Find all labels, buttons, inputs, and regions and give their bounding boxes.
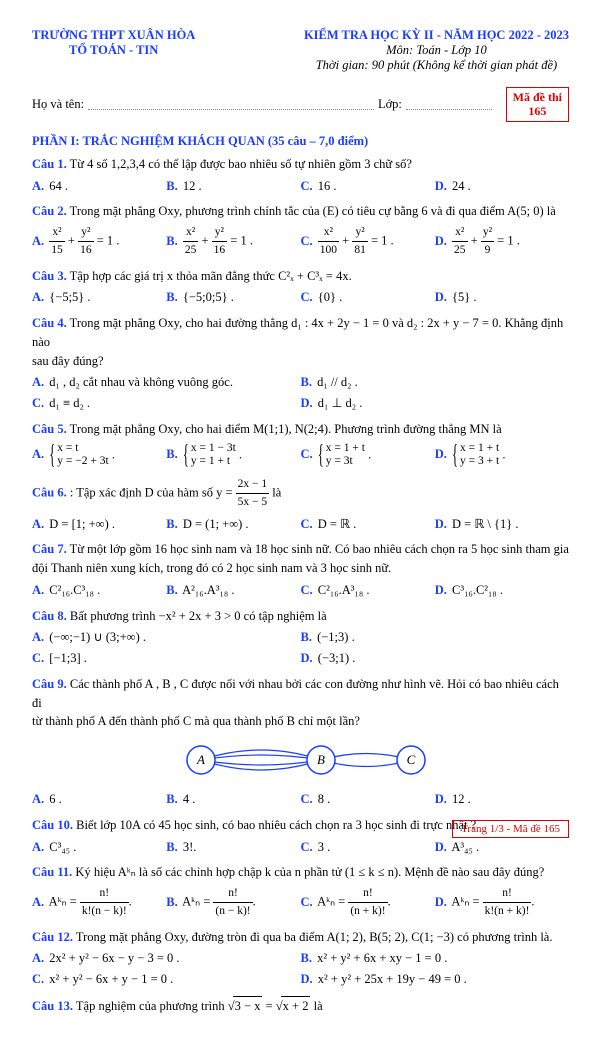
- q-num: Câu 8.: [32, 609, 67, 623]
- section-title: PHẦN I: TRẮC NGHIỆM KHÁCH QUAN (35 câu –…: [32, 134, 569, 149]
- graph-abc: A B C: [151, 735, 451, 785]
- opt-text: x² + y² + 6x + xy − 1 = 0 .: [317, 951, 447, 965]
- opt-text: C³₁₆.C²₁₈ .: [452, 583, 503, 597]
- opt-text: d₁ , d₂ cắt nhau và không vuông góc.: [49, 375, 233, 389]
- question-3: Câu 3. Tập hợp các giá trị x thỏa mãn đẳ…: [32, 267, 569, 309]
- question-11: Câu 11. Ký hiệu Aᵏₙ là số các chỉnh hợp …: [32, 863, 569, 921]
- q-text: Tập hợp các giá trị x thỏa mãn đẳng thức…: [67, 269, 352, 283]
- q-text: Trong mặt phẳng Oxy, cho hai điểm M(1;1)…: [67, 422, 502, 436]
- question-12: Câu 12. Trong mặt phẳng Oxy, đường tròn …: [32, 928, 569, 990]
- q-text2: từ thành phố A đến thành phố C mà qua th…: [32, 712, 569, 731]
- exam-title: KIỂM TRA HỌC KỲ II - NĂM HỌC 2022 - 2023: [304, 28, 569, 43]
- opt-text: 12 .: [183, 179, 202, 193]
- q-text2: đội Thanh niên xung kích, trong đó có 2 …: [32, 559, 569, 578]
- opt-text: 16 .: [318, 179, 337, 193]
- svg-text:A: A: [196, 752, 205, 767]
- opt-text: C²₁₆.C³₁₈ .: [49, 583, 100, 597]
- question-7: Câu 7. Từ một lớp gồm 16 học sinh nam và…: [32, 540, 569, 600]
- question-13: Câu 13. Tập nghiệm của phương trình √3 −…: [32, 996, 569, 1016]
- opt-text: 2x² + y² − 6x − y − 3 = 0 .: [49, 951, 179, 965]
- q-num: Câu 7.: [32, 542, 67, 556]
- code-number: 165: [513, 104, 562, 118]
- opt-text: D = ℝ \ {1} .: [452, 517, 518, 531]
- opt-text: 8 .: [318, 792, 331, 806]
- code-label: Mã đề thi: [513, 90, 562, 104]
- q-text: Trong mặt phẳng Oxy, phương trình chính …: [67, 204, 556, 218]
- question-2: Câu 2. Trong mặt phẳng Oxy, phương trình…: [32, 202, 569, 260]
- q-num: Câu 12.: [32, 930, 73, 944]
- q-num: Câu 10.: [32, 818, 73, 832]
- opt-text: 12 .: [452, 792, 471, 806]
- header-right: KIỂM TRA HỌC KỲ II - NĂM HỌC 2022 - 2023…: [304, 28, 569, 73]
- q-text: Từ 4 số 1,2,3,4 có thể lập được bao nhiê…: [67, 157, 412, 171]
- opt-text: {−5;5} .: [49, 290, 90, 304]
- opt-text: 4 .: [183, 792, 196, 806]
- name-label: Họ và tên:: [32, 97, 84, 112]
- opt-text: [−1;3] .: [49, 651, 87, 665]
- question-9: Câu 9. Các thành phố A , B , C được nối …: [32, 675, 569, 810]
- opt-text: (−1;3) .: [317, 630, 355, 644]
- time-line: Thời gian: 90 phút (Không kể thời gian p…: [304, 58, 569, 73]
- q-text: Các thành phố A , B , C được nối với nha…: [32, 677, 559, 710]
- question-5: Câu 5. Trong mặt phẳng Oxy, cho hai điểm…: [32, 420, 569, 470]
- q-num: Câu 13.: [32, 999, 73, 1013]
- question-8: Câu 8. Bất phương trình −x² + 2x + 3 > 0…: [32, 607, 569, 669]
- q-num: Câu 2.: [32, 204, 67, 218]
- opt-text: (−∞;−1) ∪ (3;+∞) .: [49, 630, 146, 644]
- q-num: Câu 4.: [32, 316, 67, 330]
- name-dots: [88, 99, 374, 110]
- opt-text: (−3;1) .: [318, 651, 356, 665]
- exam-code-box: Mã đề thi 165: [506, 87, 569, 122]
- question-6: Câu 6. : Tập xác định D của hàm số y = 2…: [32, 476, 569, 534]
- department: TỔ TOÁN - TIN: [32, 43, 195, 58]
- opt-text: d₁ ≡ d₂ .: [49, 396, 90, 410]
- q-text: Bất phương trình −x² + 2x + 3 > 0 có tập…: [67, 609, 327, 623]
- opt-text: 24 .: [452, 179, 471, 193]
- opt-text: x² + y² − 6x + y − 1 = 0 .: [49, 972, 173, 986]
- opt-text: 6 .: [49, 792, 62, 806]
- header: TRƯỜNG THPT XUÂN HÒA TỔ TOÁN - TIN KIỂM …: [32, 28, 569, 73]
- q-text: Trong mặt phẳng Oxy, cho hai đường thẳng…: [32, 316, 563, 349]
- opt-text: {−5;0;5} .: [183, 290, 234, 304]
- q-num: Câu 1.: [32, 157, 67, 171]
- q-text: Ký hiệu Aᵏₙ là số các chỉnh hợp chập k c…: [72, 865, 544, 879]
- q-num: Câu 11.: [32, 865, 72, 879]
- question-1: Câu 1. Từ 4 số 1,2,3,4 có thể lập được b…: [32, 155, 569, 197]
- q-text2: sau đây đúng?: [32, 352, 569, 371]
- q-num: Câu 3.: [32, 269, 67, 283]
- opt-text: {0} .: [318, 290, 343, 304]
- header-left: TRƯỜNG THPT XUÂN HÒA TỔ TOÁN - TIN: [32, 28, 195, 73]
- q-text: Từ một lớp gồm 16 học sinh nam và 18 học…: [67, 542, 569, 556]
- q-num: Câu 6.: [32, 486, 67, 500]
- opt-text: D = (1; +∞) .: [183, 517, 249, 531]
- school-name: TRƯỜNG THPT XUÂN HÒA: [32, 28, 195, 43]
- svg-text:C: C: [406, 752, 415, 767]
- name-line: Họ và tên: Lớp: Mã đề thi 165: [32, 87, 569, 122]
- opt-text: x² + y² + 25x + 19y − 49 = 0 .: [318, 972, 467, 986]
- opt-text: A²₁₆.A³₁₈ .: [182, 583, 234, 597]
- subject-line: Môn: Toán - Lớp 10: [304, 43, 569, 58]
- opt-text: {5} .: [452, 290, 477, 304]
- opt-text: C²₁₆.A³₁₈ .: [318, 583, 370, 597]
- q-num: Câu 9.: [32, 677, 67, 691]
- svg-text:B: B: [317, 752, 325, 767]
- class-label: Lớp:: [378, 97, 402, 112]
- q-text: Trong mặt phẳng Oxy, đường tròn đi qua b…: [73, 930, 553, 944]
- class-dots: [406, 99, 492, 110]
- opt-text: D = ℝ .: [318, 517, 356, 531]
- opt-text: d₁ ⊥ d₂ .: [318, 396, 363, 410]
- question-4: Câu 4. Trong mặt phẳng Oxy, cho hai đườn…: [32, 314, 569, 414]
- page-footer: Trang 1/3 - Mã đề 165: [452, 820, 569, 838]
- opt-text: d₁ // d₂ .: [317, 375, 358, 389]
- opt-text: 64 .: [49, 179, 68, 193]
- opt-text: D = [1; +∞) .: [49, 517, 115, 531]
- q-text: Biết lớp 10A có 45 học sinh, có bao nhiê…: [73, 818, 476, 832]
